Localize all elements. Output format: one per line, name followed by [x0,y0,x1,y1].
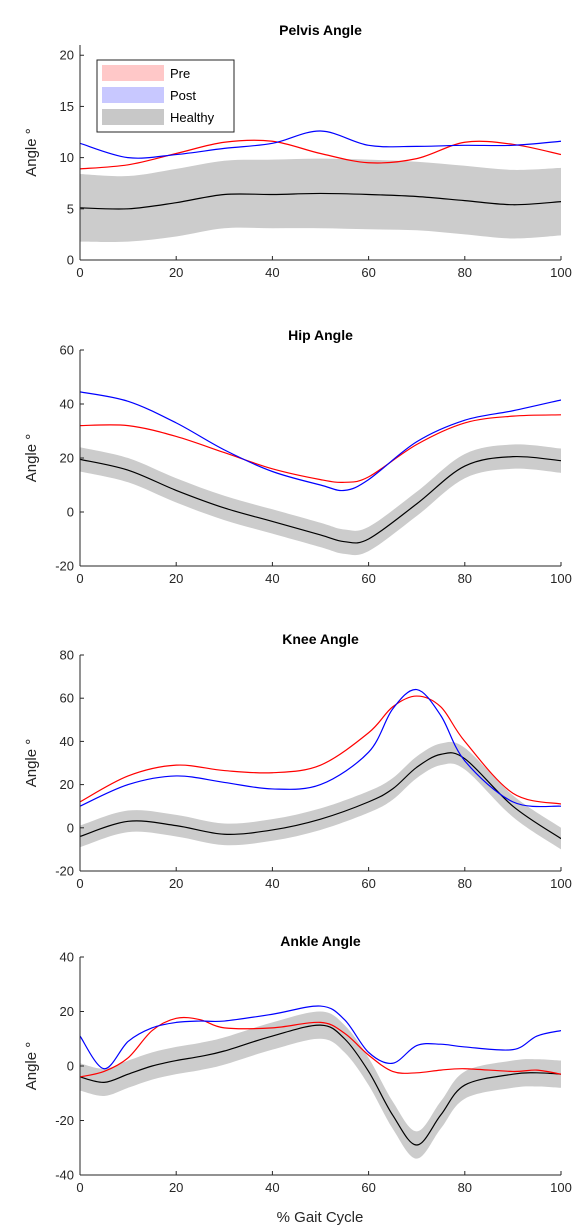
pelvis-angle-plot-area [80,130,561,242]
pelvis-angle-pre-line [80,139,561,170]
ankle-angle-xtick-label: 20 [169,1180,183,1195]
pelvis-angle-ytick-label: 5 [67,201,74,216]
ankle-angle-ytick-label: 40 [60,950,74,965]
legend-swatch-post [102,87,164,103]
ankle-angle-post-line [80,1005,561,1070]
hip-angle-xtick-label: 80 [458,571,472,586]
knee-angle-plot-area [80,688,561,850]
hip-angle-ylabel: Angle ° [23,434,40,483]
knee-angle-ytick-label: 80 [60,648,74,663]
knee-angle-xtick-label: 60 [361,876,375,891]
pelvis-angle-ytick-label: 20 [60,48,74,63]
hip-angle-ytick-label: 60 [60,343,74,358]
hip-angle-plot-area [80,391,561,556]
hip-angle-ytick-label: 0 [67,505,74,520]
pelvis-angle-healthy-band [80,158,561,242]
hip-angle-healthy-line [80,455,561,544]
pelvis-angle-ytick-label: 0 [67,253,74,268]
ankle-angle-ytick-label: 0 [67,1059,74,1074]
pelvis-angle-xtick-label: 20 [169,265,183,280]
pelvis-angle-xtick-label: 100 [550,265,572,280]
knee-angle-post-line [80,688,561,808]
knee-angle-ylabel: Angle ° [23,739,40,788]
legend-label-healthy: Healthy [170,110,215,125]
knee-angle-xtick-label: 20 [169,876,183,891]
knee-angle-title: Knee Angle [282,631,359,647]
legend-swatch-healthy [102,109,164,125]
legend: Pre Post Healthy [96,59,235,133]
pelvis-angle-post-line [80,130,561,159]
knee-angle-pre-line [80,695,561,805]
pelvis-angle-xtick-label: 40 [265,265,279,280]
legend-swatch-pre [102,65,164,81]
panels: Pelvis Angle Angle ° 0 20 40 60 80 100 0 5 10 15 20 P… [23,22,572,1195]
ankle-angle-ylabel: Angle ° [23,1042,40,1091]
ankle-angle-xtick-label: 80 [458,1180,472,1195]
knee-angle-ytick-label: 40 [60,734,74,749]
knee-angle-ytick-label: 60 [60,691,74,706]
ankle-angle-healthy-line [80,1024,561,1146]
legend-label-post: Post [170,88,196,103]
ankle-angle-pre-line [80,1016,561,1078]
figure-xlabel: % Gait Cycle [277,1209,364,1226]
ankle-angle-title: Ankle Angle [280,933,361,949]
ankle-angle-xtick-label: 100 [550,1180,572,1195]
ankle-angle-panel: Ankle Angle Angle ° 0 20 40 60 80 100 -40 -20 0 20 4… [23,933,572,1195]
knee-angle-xtick-label: 80 [458,876,472,891]
ankle-angle-xtick-label: 60 [361,1180,375,1195]
ankle-angle-xtick-label: 40 [265,1180,279,1195]
knee-angle-ytick-label: 20 [60,777,74,792]
pelvis-angle-ylabel: Angle ° [23,128,40,177]
hip-angle-xtick-label: 20 [169,571,183,586]
knee-angle-healthy-line [80,752,561,840]
pelvis-angle-xtick-label: 0 [76,265,83,280]
hip-angle-ytick-label: 20 [60,451,74,466]
hip-angle-pre-line [80,414,561,484]
hip-angle-xtick-label: 60 [361,571,375,586]
knee-angle-xtick-label: 100 [550,876,572,891]
pelvis-angle-ytick-label: 10 [60,150,74,165]
ankle-angle-plot-area [80,1005,561,1159]
hip-angle-xtick-label: 100 [550,571,572,586]
ankle-angle-healthy-band [80,1011,561,1159]
knee-angle-healthy-band [80,741,561,850]
pelvis-angle-xtick-label: 80 [458,265,472,280]
hip-angle-title: Hip Angle [288,327,353,343]
ankle-angle-ytick-label: 20 [60,1004,74,1019]
knee-angle-ytick-label: -20 [55,864,74,879]
pelvis-angle-ytick-label: 15 [60,99,74,114]
hip-angle-ytick-label: -20 [55,559,74,574]
pelvis-angle-panel: Pelvis Angle Angle ° 0 20 40 60 80 100 0 5 10 15 20 P… [23,22,572,280]
knee-angle-ytick-label: 0 [67,820,74,835]
pelvis-angle-healthy-line [80,192,561,210]
knee-angle-xtick-label: 40 [265,876,279,891]
hip-angle-post-line [80,391,561,492]
hip-angle-ytick-label: 40 [60,397,74,412]
hip-angle-xtick-label: 40 [265,571,279,586]
pelvis-angle-xtick-label: 60 [361,265,375,280]
hip-angle-xtick-label: 0 [76,571,83,586]
ankle-angle-xtick-label: 0 [76,1180,83,1195]
knee-angle-xtick-label: 0 [76,876,83,891]
legend-label-pre: Pre [170,66,190,81]
ankle-angle-ytick-label: -40 [55,1168,74,1183]
pelvis-angle-title: Pelvis Angle [279,22,362,38]
ankle-angle-ytick-label: -20 [55,1113,74,1128]
hip-angle-healthy-band [80,444,561,556]
